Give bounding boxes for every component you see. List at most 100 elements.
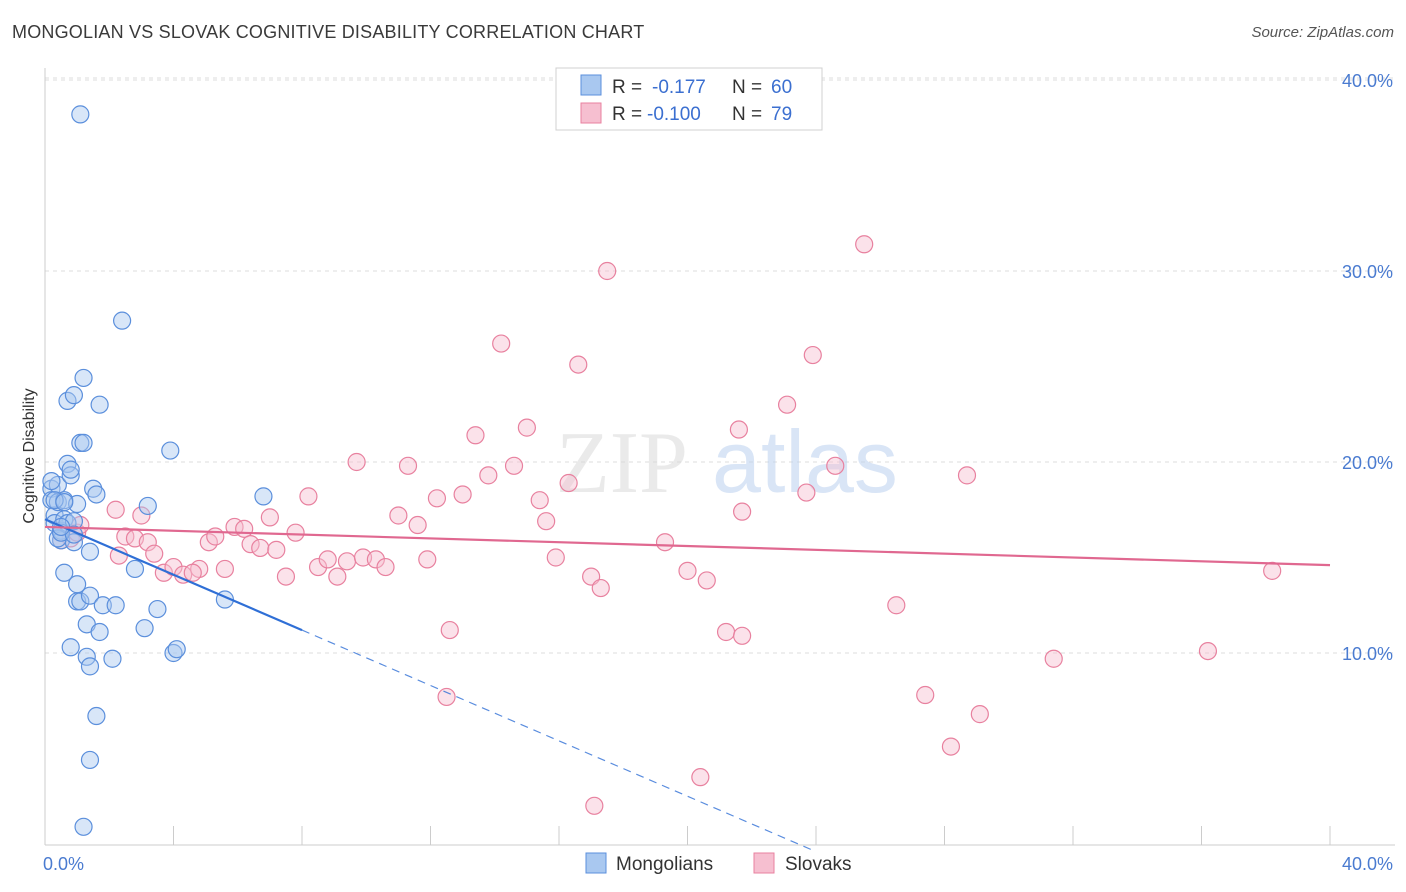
mongolians-point-30 bbox=[80, 586, 100, 605]
mongolians-point-48 bbox=[254, 487, 273, 506]
slovaks-point-9 bbox=[145, 544, 164, 563]
slovaks-point-20 bbox=[251, 538, 270, 558]
slovaks-point-68 bbox=[855, 235, 874, 254]
legend-swatch-slovaks bbox=[580, 102, 602, 124]
mongolians-point-46 bbox=[167, 640, 186, 659]
mongolians-point-33 bbox=[87, 706, 106, 726]
mongolians-point-38 bbox=[106, 596, 125, 615]
legend-n-value-2: 79 bbox=[771, 104, 792, 125]
slovaks-point-38 bbox=[427, 489, 447, 508]
y-tick-label-20: 20.0% bbox=[1342, 453, 1393, 473]
slovaks-point-75 bbox=[1198, 641, 1218, 661]
mongolians-point-40 bbox=[125, 559, 145, 579]
legend-r-label-2: R = bbox=[612, 104, 642, 125]
slovaks-point-44 bbox=[504, 456, 524, 475]
axes bbox=[44, 68, 1395, 846]
slovaks-point-62 bbox=[733, 502, 752, 521]
slovaks-trend-line bbox=[44, 525, 1331, 567]
slovaks-point-52 bbox=[591, 578, 610, 598]
slovaks-point-45 bbox=[517, 418, 536, 437]
mongolians-point-57 bbox=[42, 472, 61, 491]
stats-legend: R = -0.177 N = 60 R = -0.100 N = 79 bbox=[555, 67, 823, 131]
slovaks-point-40 bbox=[453, 485, 472, 504]
slovaks-point-7 bbox=[132, 506, 151, 525]
tick-labels: 10.0% 20.0% 30.0% 40.0% 0.0% 40.0% bbox=[43, 71, 1393, 874]
mongolians-point-16 bbox=[55, 563, 74, 582]
slovaks-point-67 bbox=[826, 456, 845, 475]
trend-lines bbox=[44, 518, 1331, 853]
series-slovaks bbox=[51, 235, 1282, 815]
mongolians-point-35 bbox=[90, 622, 109, 642]
mongolians-point-56 bbox=[55, 493, 74, 512]
slovaks-point-58 bbox=[691, 768, 710, 787]
slovaks-point-29 bbox=[337, 552, 357, 571]
slovaks-point-73 bbox=[970, 705, 989, 724]
slovaks-point-27 bbox=[318, 550, 337, 569]
series-legend: Mongolians Slovaks bbox=[585, 852, 852, 875]
mongolians-point-31 bbox=[84, 479, 103, 498]
bottom-legend-slovaks: Slovaks bbox=[785, 854, 852, 875]
mongolians-point-34 bbox=[90, 395, 109, 414]
slovaks-point-71 bbox=[941, 737, 961, 756]
legend-n-label-2: N = bbox=[732, 104, 762, 125]
mongolians-point-12 bbox=[61, 466, 80, 485]
slovaks-point-22 bbox=[267, 540, 286, 559]
slovaks-point-33 bbox=[376, 557, 395, 577]
slovaks-point-55 bbox=[437, 687, 456, 707]
mongolians-point-36 bbox=[93, 596, 112, 615]
mongolians-trend-extension bbox=[301, 629, 817, 853]
mongolians-point-44 bbox=[161, 441, 180, 460]
slovaks-point-60 bbox=[716, 622, 736, 642]
mongolians-point-5 bbox=[48, 493, 67, 512]
slovaks-point-48 bbox=[546, 548, 565, 567]
slovaks-point-43 bbox=[492, 334, 511, 353]
slovaks-point-56 bbox=[655, 533, 675, 552]
watermark-zip: ZIP bbox=[556, 415, 688, 512]
slovaks-point-3 bbox=[106, 500, 125, 519]
slovaks-point-61 bbox=[729, 420, 749, 439]
slovaks-point-74 bbox=[1044, 649, 1063, 668]
mongolians-trend-line bbox=[44, 518, 303, 632]
slovaks-point-26 bbox=[308, 557, 328, 577]
legend-swatch-mongolians bbox=[580, 74, 602, 96]
slovaks-point-30 bbox=[347, 452, 366, 472]
legend-r-value-1: -0.177 bbox=[652, 77, 706, 98]
slovaks-point-50 bbox=[569, 355, 588, 374]
slovaks-point-8 bbox=[138, 533, 157, 552]
watermark-atlas: atlas bbox=[712, 412, 898, 511]
slovaks-point-34 bbox=[389, 506, 408, 525]
mongolians-point-13 bbox=[61, 460, 80, 479]
mongolians-point-23 bbox=[71, 592, 90, 611]
legend-r-label-1: R = bbox=[612, 77, 642, 98]
slovaks-point-39 bbox=[440, 620, 459, 640]
bottom-legend-swatch-slovaks bbox=[753, 852, 775, 874]
mongolians-point-42 bbox=[138, 496, 157, 516]
slovaks-point-63 bbox=[733, 626, 752, 645]
slovaks-point-76 bbox=[1263, 561, 1282, 580]
slovaks-point-66 bbox=[803, 345, 822, 365]
slovaks-point-15 bbox=[206, 527, 225, 546]
mongolians-point-51 bbox=[74, 817, 93, 836]
legend-n-value-1: 60 bbox=[771, 77, 792, 98]
slovaks-point-57 bbox=[678, 561, 697, 580]
mongolians-point-41 bbox=[135, 619, 154, 638]
slovaks-point-65 bbox=[797, 483, 816, 502]
slovaks-point-16 bbox=[215, 559, 234, 579]
mongolians-point-18 bbox=[64, 386, 84, 405]
mongolians-point-28 bbox=[80, 542, 100, 561]
slovaks-point-35 bbox=[398, 456, 418, 475]
slovaks-point-70 bbox=[916, 685, 935, 705]
slovaks-point-25 bbox=[299, 487, 318, 506]
y-tick-label-10: 10.0% bbox=[1342, 644, 1393, 664]
slovaks-point-41 bbox=[466, 426, 485, 445]
y-tick-label-40: 40.0% bbox=[1342, 71, 1393, 91]
slovaks-point-23 bbox=[276, 567, 296, 586]
mongolians-point-54 bbox=[61, 638, 80, 657]
mongolians-point-25 bbox=[74, 433, 93, 452]
slovaks-point-18 bbox=[235, 519, 254, 538]
source-label: Source: ZipAtlas.com bbox=[1251, 24, 1394, 41]
mongolians-point-29 bbox=[80, 657, 100, 676]
y-axis-label: Cognitive Disability bbox=[21, 388, 38, 523]
slovaks-point-78 bbox=[183, 563, 202, 582]
